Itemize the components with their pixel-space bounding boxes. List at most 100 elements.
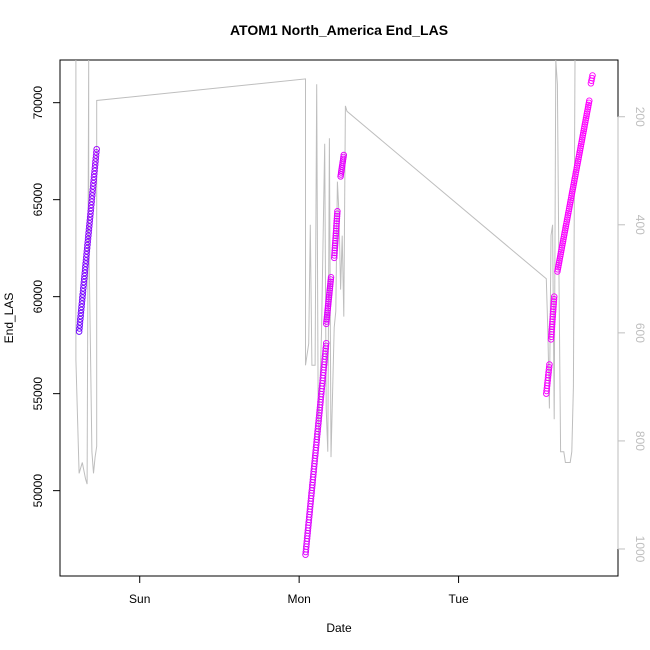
data-point	[332, 237, 339, 244]
data-point	[550, 300, 557, 308]
plot-area-frame	[59, 59, 619, 577]
data-point	[325, 291, 333, 299]
data-point	[80, 275, 88, 283]
data-point	[333, 217, 340, 225]
y-tick-label: 55000	[31, 377, 45, 411]
axes-layer: Sun Mon Tue 50000 55000 60000 65000 70000 200 400…	[31, 86, 647, 606]
data-point	[80, 278, 88, 286]
data-point	[81, 269, 89, 277]
data-point	[78, 297, 86, 304]
data-point	[84, 241, 91, 249]
data-point	[91, 170, 98, 178]
chart-title: ATOM1 North_America End_LAS	[230, 22, 448, 38]
data-point	[546, 361, 553, 368]
y2-tick-label: 1000	[633, 536, 647, 563]
data-point	[327, 274, 335, 281]
data-point	[333, 220, 340, 227]
data-point	[88, 192, 96, 199]
data-point	[327, 276, 335, 283]
data-point	[323, 339, 330, 347]
data-points-layer	[75, 72, 596, 558]
data-point	[326, 289, 333, 297]
data-point	[333, 215, 341, 222]
data-point	[83, 244, 91, 252]
y2-tick-label: 800	[633, 431, 647, 451]
data-point	[76, 325, 83, 332]
data-point	[77, 309, 85, 317]
y2-tick-label: 400	[633, 215, 647, 235]
data-point	[325, 298, 332, 305]
data-point	[549, 310, 557, 318]
x-tick-label: Mon	[287, 592, 310, 606]
data-point	[93, 149, 100, 156]
secondary-series-line	[75, 59, 576, 485]
data-point	[549, 316, 556, 323]
data-point	[86, 213, 94, 221]
data-point	[589, 72, 596, 79]
data-point	[83, 254, 90, 261]
data-point	[81, 266, 89, 274]
data-point	[79, 288, 87, 295]
data-point	[83, 247, 91, 255]
x-tick-label: Tue	[448, 592, 469, 606]
data-point	[331, 247, 338, 254]
data-point	[83, 251, 90, 258]
data-point	[548, 321, 556, 328]
data-point	[77, 315, 84, 323]
y-tick-label: 60000	[31, 280, 45, 314]
data-point	[93, 145, 100, 153]
data-point	[332, 225, 340, 232]
data-point	[326, 285, 334, 292]
secondary-series-layer	[75, 59, 576, 485]
data-point	[323, 318, 330, 325]
data-point	[550, 303, 557, 310]
x-axis-label: Date	[326, 621, 352, 635]
data-point	[324, 307, 331, 314]
y-axis-label: End_LAS	[2, 293, 16, 344]
data-point	[333, 222, 340, 230]
y-tick-label: 65000	[31, 183, 45, 217]
data-point	[90, 179, 97, 187]
data-point	[90, 176, 97, 184]
data-point	[327, 280, 334, 288]
data-point	[87, 210, 94, 218]
data-point	[548, 326, 556, 333]
y2-tick-label: 600	[633, 323, 647, 343]
data-point	[324, 309, 331, 316]
data-point	[588, 74, 596, 82]
data-point	[91, 161, 99, 168]
data-point	[332, 232, 339, 240]
data-point	[85, 229, 92, 236]
y2-tick-label: 200	[633, 107, 647, 127]
data-point	[550, 293, 558, 300]
data-point	[331, 252, 338, 259]
y-tick-label: 70000	[31, 86, 45, 120]
data-point	[545, 363, 553, 371]
data-point	[90, 173, 98, 181]
data-point	[89, 186, 97, 193]
data-point	[88, 198, 95, 206]
data-point	[87, 204, 95, 212]
data-point	[85, 223, 93, 230]
data-point	[548, 331, 555, 338]
data-point	[86, 220, 93, 227]
data-point	[89, 183, 97, 190]
data-point	[92, 155, 100, 162]
data-point	[80, 281, 87, 289]
data-point	[323, 311, 331, 319]
data-point	[331, 242, 339, 249]
data-point	[323, 313, 331, 321]
data-point	[325, 300, 332, 308]
data-point	[324, 302, 332, 310]
data-point	[81, 272, 88, 280]
data-point	[548, 323, 556, 331]
data-point	[87, 207, 94, 215]
data-point	[333, 212, 341, 220]
data-point	[91, 167, 98, 175]
data-point	[80, 285, 87, 292]
data-point	[322, 342, 330, 350]
data-point	[326, 282, 334, 290]
data-point	[550, 305, 557, 313]
data-point	[79, 294, 86, 301]
data-point	[586, 97, 593, 104]
